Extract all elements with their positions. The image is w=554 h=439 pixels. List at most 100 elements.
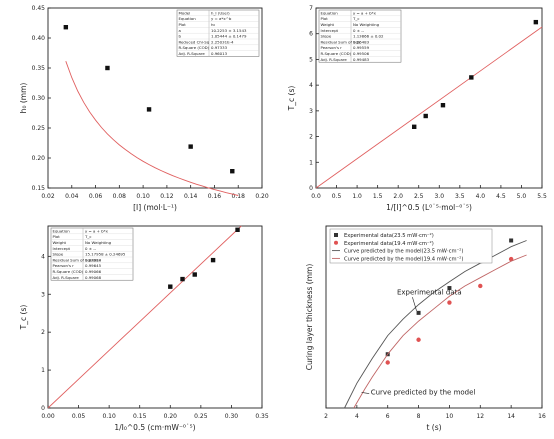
stats-key: R-Square (COD) bbox=[321, 51, 352, 56]
fit-line bbox=[65, 61, 239, 196]
y-tick-label: 0.35 bbox=[32, 65, 46, 72]
plot-frame bbox=[315, 7, 543, 189]
stats-key: Adj. R-Square bbox=[179, 51, 206, 56]
data-point bbox=[235, 227, 240, 232]
annotation-label: Experimental data bbox=[397, 288, 462, 296]
x-tick-label: 10 bbox=[446, 413, 454, 420]
y-tick-label: 0.30 bbox=[32, 95, 46, 102]
x-tick-label: 0.12 bbox=[160, 193, 174, 200]
y-tick-label: 3 bbox=[41, 291, 45, 298]
x-tick-label: 0.25 bbox=[194, 413, 208, 420]
series-2-point bbox=[385, 360, 390, 365]
x-tick-label: 3.0 bbox=[434, 193, 444, 200]
stats-value: No Weighting bbox=[85, 240, 112, 245]
stats-key: Pearson's r bbox=[53, 263, 75, 268]
stats-key: a bbox=[179, 28, 182, 33]
legend-label: Experimental data(19.4 mW·cm⁻²) bbox=[344, 241, 434, 247]
x-tick-label: 0.35 bbox=[255, 413, 269, 420]
x-tick-label: 0.10 bbox=[102, 413, 116, 420]
plot-frame bbox=[47, 225, 263, 409]
series-2-point bbox=[447, 300, 452, 305]
legend-swatch bbox=[334, 240, 338, 245]
stats-value: 15.17958 ± 0.24695 bbox=[85, 252, 126, 257]
x-axis-title: 1/[I]^0.5 (L⁰˙⁵·mol⁻⁰˙⁵) bbox=[386, 203, 472, 212]
stats-value: h_I (User) bbox=[211, 10, 230, 15]
x-tick-label: 0.0 bbox=[311, 193, 321, 200]
stats-value: 0.97333 bbox=[211, 45, 228, 50]
series-1-point bbox=[509, 238, 514, 243]
x-tick-label: 0.20 bbox=[255, 193, 269, 200]
stats-table bbox=[50, 227, 134, 281]
y-tick-label: 6 bbox=[309, 31, 313, 38]
x-tick-label: 14 bbox=[507, 413, 515, 420]
stats-key: Intercept bbox=[321, 28, 339, 33]
stats-key: Intercept bbox=[53, 246, 71, 251]
x-tick-label: 1.0 bbox=[352, 193, 362, 200]
data-point bbox=[188, 144, 193, 149]
x-tick-label: 4 bbox=[355, 413, 359, 420]
stats-value: h₀ bbox=[211, 22, 215, 27]
y-tick-label: 1 bbox=[309, 159, 313, 166]
stats-key: Slope bbox=[321, 34, 332, 39]
stats-value: 0.99559 bbox=[353, 45, 370, 50]
x-tick-label: 0.08 bbox=[113, 193, 127, 200]
annotation-arrow bbox=[361, 392, 370, 394]
stats-key: Plot bbox=[179, 22, 187, 27]
x-tick-label: 2.5 bbox=[414, 193, 424, 200]
annotation-arrow bbox=[412, 297, 417, 311]
data-point bbox=[423, 113, 428, 119]
stats-value: 0.96013 bbox=[211, 51, 228, 56]
stats-value: 0 ± -- bbox=[353, 28, 365, 33]
data-point bbox=[168, 284, 173, 289]
x-tick-label: 4.5 bbox=[496, 193, 506, 200]
y-tick-label: 5 bbox=[309, 56, 313, 63]
x-tick-label: 0.06 bbox=[89, 193, 103, 200]
stats-key: Slope bbox=[53, 252, 64, 257]
series-2-point bbox=[478, 283, 483, 289]
x-tick-label: 4.0 bbox=[476, 193, 486, 200]
annotation-label: Curve predicted by the model bbox=[371, 388, 476, 396]
y-tick-label: 4 bbox=[41, 253, 45, 260]
legend-label: Curve predicted by the model(19.4 mW·cm⁻… bbox=[344, 256, 463, 262]
series-1-point bbox=[447, 286, 452, 291]
x-axis-title: t (s) bbox=[426, 423, 441, 432]
y-tick-label: 0.15 bbox=[32, 185, 46, 192]
x-tick-label: 0.10 bbox=[136, 193, 150, 200]
stats-table bbox=[318, 9, 402, 63]
y-tick-label: 2 bbox=[309, 134, 313, 141]
legend-swatch bbox=[334, 233, 338, 237]
y-tick-label: 7 bbox=[309, 5, 313, 12]
stats-value: No Weighting bbox=[353, 22, 380, 27]
stats-value: 0 ± -- bbox=[85, 246, 97, 251]
y-axis-title: T_c (s) bbox=[19, 305, 28, 331]
series-2-point bbox=[508, 256, 514, 262]
x-tick-label: 12 bbox=[476, 413, 484, 420]
data-point bbox=[533, 19, 539, 25]
data-point bbox=[440, 103, 446, 108]
chart-1: 0.02 0.04 0.06 0.08 0.10 0.12 0.14 0.16 0.18 0.20… bbox=[19, 5, 269, 212]
fit-line bbox=[315, 26, 543, 189]
y-tick-label: 0 bbox=[41, 405, 45, 412]
data-point bbox=[412, 124, 417, 129]
x-tick-label: 6 bbox=[386, 413, 390, 420]
stats-key: Residual Sum of Squares bbox=[53, 257, 101, 262]
stats-key: Reduced Chi-Sq bbox=[179, 39, 210, 44]
stats-value: 0.99483 bbox=[353, 57, 370, 62]
stats-value: 0.99068 bbox=[85, 275, 102, 280]
plot-frame bbox=[325, 225, 543, 409]
x-tick-label: 0.30 bbox=[225, 413, 239, 420]
y-tick-label: 0.40 bbox=[32, 35, 46, 42]
data-point bbox=[146, 107, 152, 112]
x-tick-label: 16 bbox=[538, 413, 546, 420]
y-axis-title: Curing layer thickness (mm) bbox=[305, 264, 314, 371]
legend-label: Experimental data(23.5 mW·cm⁻²) bbox=[344, 233, 434, 239]
legend-box bbox=[329, 228, 493, 264]
x-tick-label: 0.02 bbox=[41, 193, 55, 200]
stats-key: Residual Sum of Sqs bbox=[321, 39, 361, 44]
x-tick-label: 0.04 bbox=[65, 193, 79, 200]
stats-value: 2.25031E-4 bbox=[211, 39, 234, 44]
stats-value: 1.13866 ± 0.02 bbox=[353, 34, 384, 39]
x-tick-label: 0.18 bbox=[232, 193, 246, 200]
stats-value: 0.99066 bbox=[85, 269, 102, 274]
series-curve-4 bbox=[353, 254, 527, 409]
